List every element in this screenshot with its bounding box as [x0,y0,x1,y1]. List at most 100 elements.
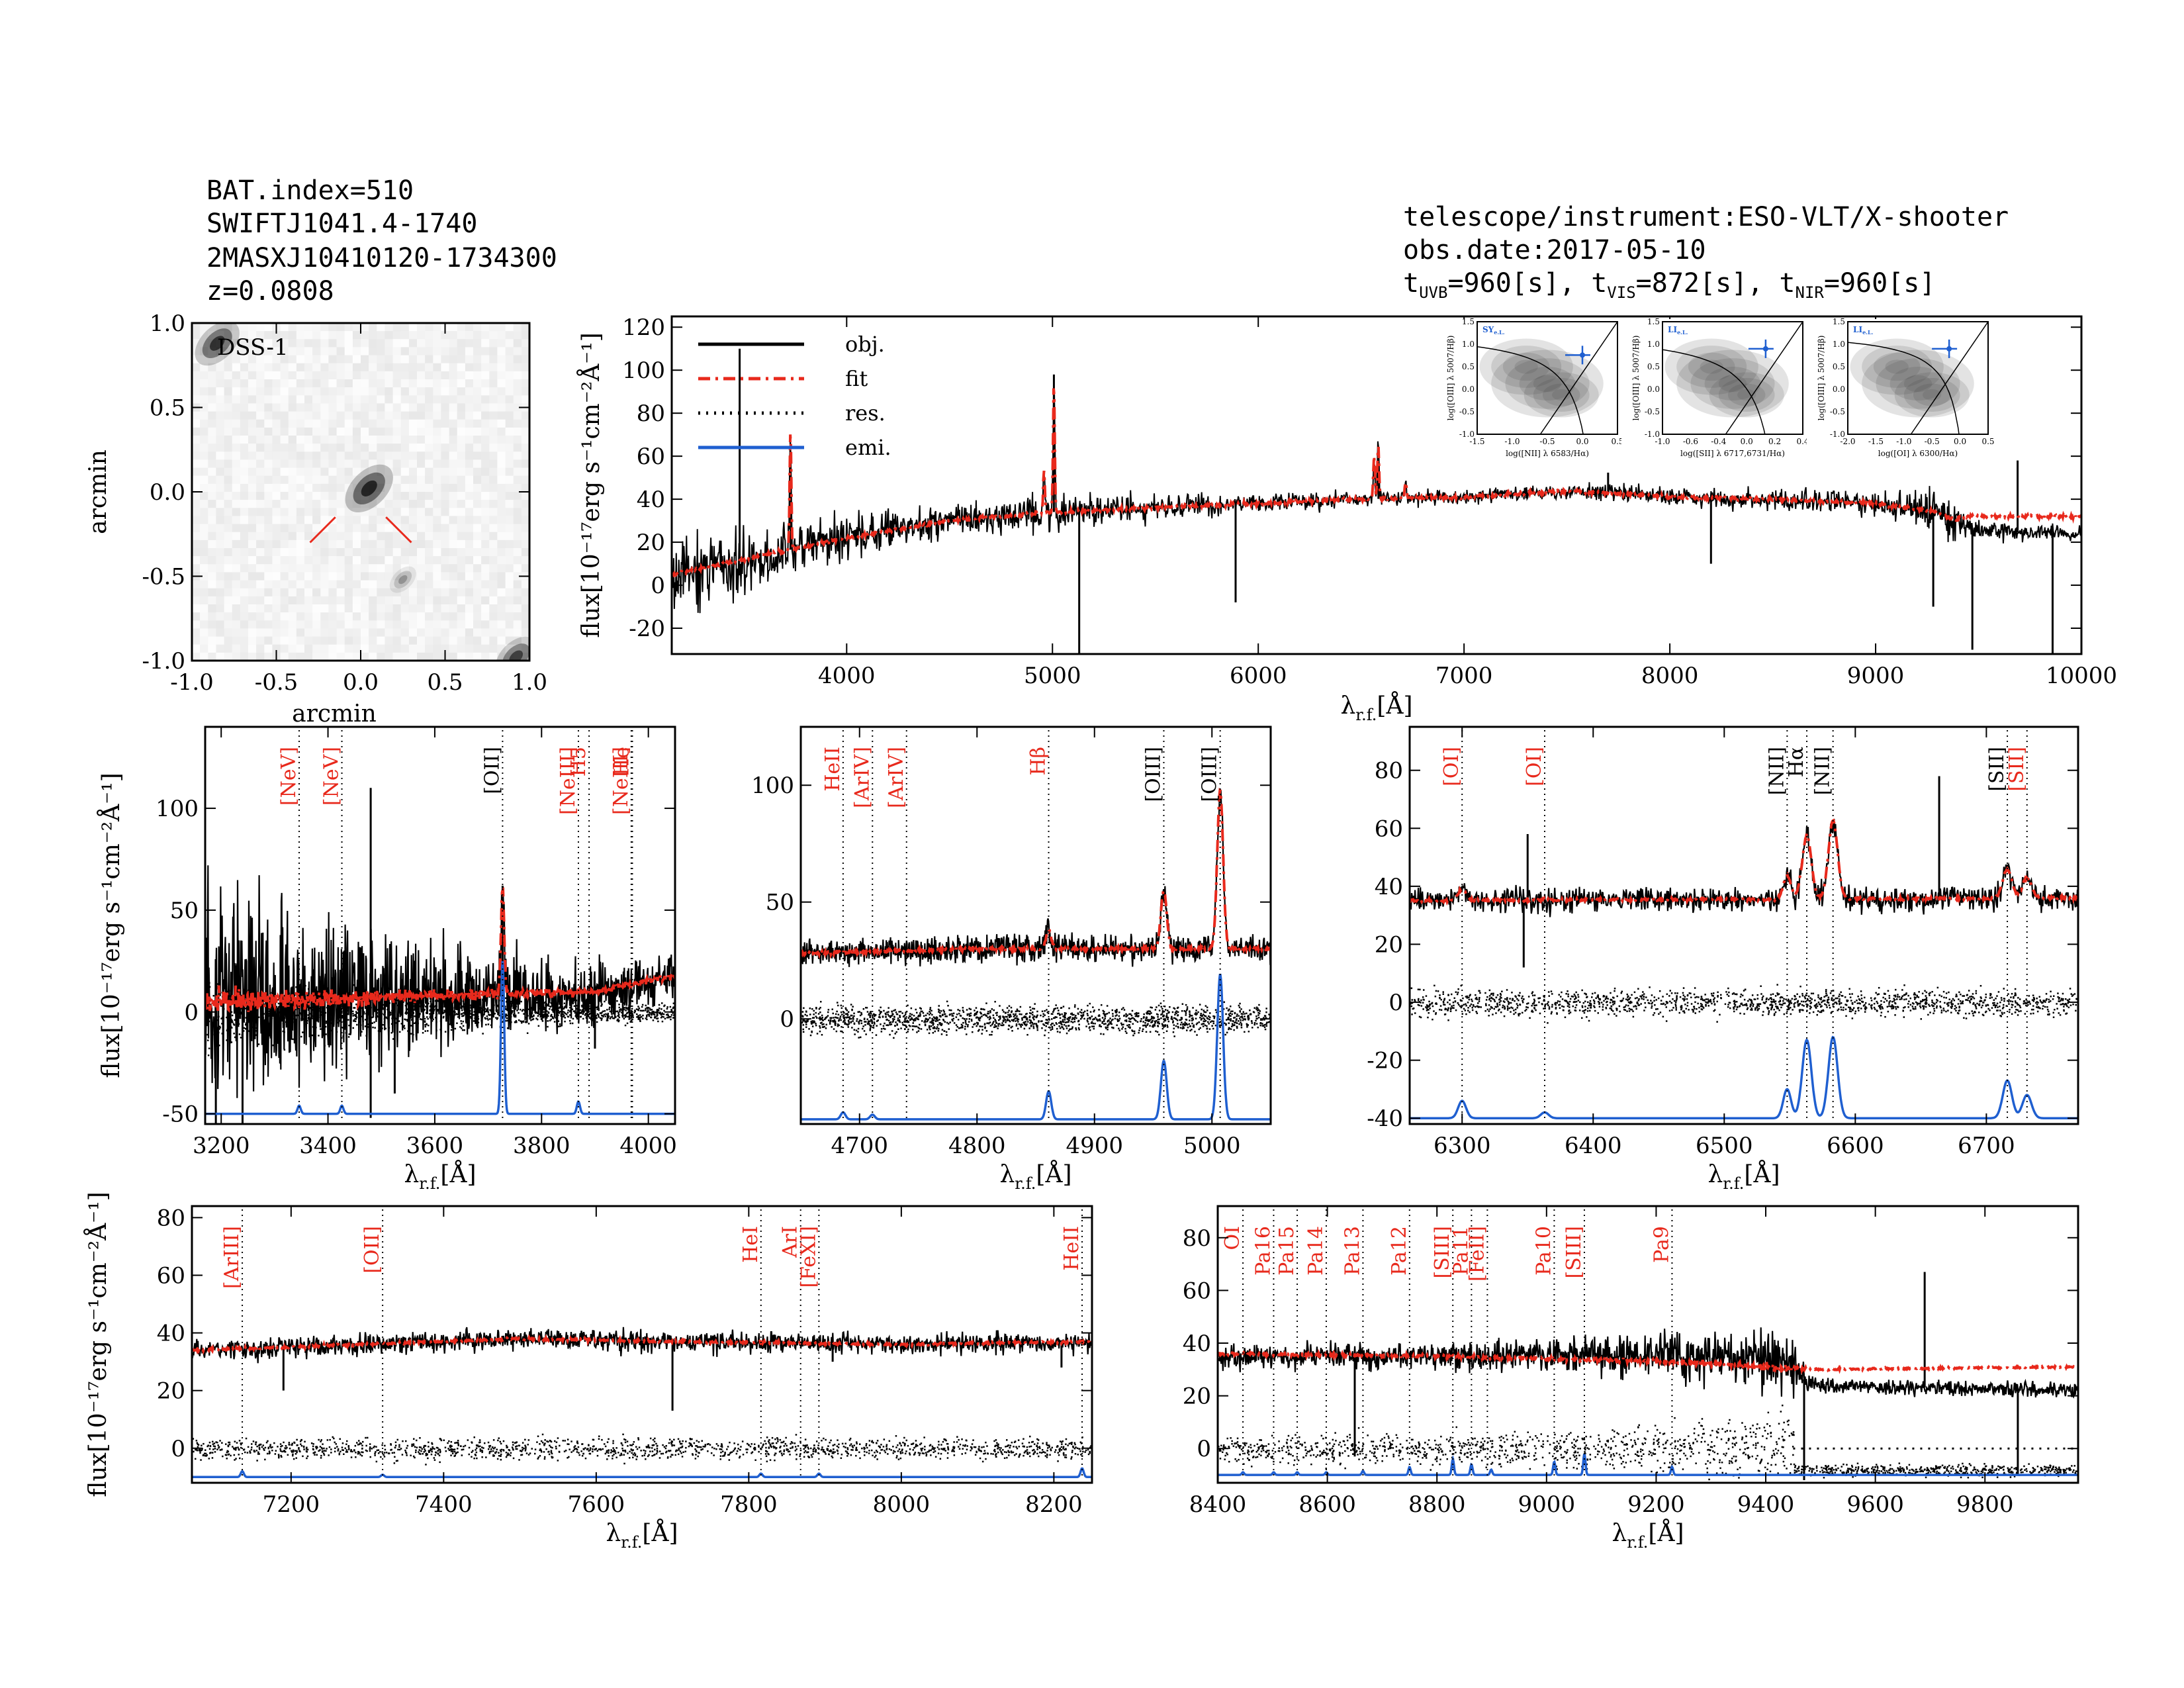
residual-point [1059,1017,1062,1019]
residual-point [1067,1025,1069,1027]
image-pixel [192,347,201,356]
residual-point [216,1044,218,1047]
residual-point [819,1027,821,1029]
residual-point [1160,1006,1162,1008]
image-pixel [280,588,289,597]
image-pixel [369,588,377,597]
image-pixel [240,395,249,404]
residual-point [840,1019,842,1021]
image-pixel [328,596,338,605]
image-pixel [240,532,249,541]
residual-point [1236,1027,1238,1029]
residual-point [631,1008,633,1010]
residual-point [451,1002,454,1004]
image-pixel [200,564,208,573]
residual-point [345,1005,347,1008]
residual-point [896,1023,898,1025]
residual-point [802,1020,804,1022]
image-pixel [272,395,281,404]
residual-point [1030,1024,1032,1027]
image-pixel [336,524,345,533]
image-pixel [489,379,498,388]
residual-point [623,1008,625,1011]
image-pixel [361,548,369,557]
residual-point [608,1015,610,1017]
residual-point [1015,1017,1017,1019]
residual-point [325,1033,327,1035]
inset-x-tick: 0.5 [1611,437,1623,446]
residual-point [1228,1015,1231,1017]
residual-point [311,1015,313,1017]
residual-point [657,1020,659,1023]
residual-point [466,1007,468,1009]
image-pixel [192,483,201,492]
residual-point [1040,1020,1042,1023]
image-pixel [473,516,482,525]
residual-point [381,1013,383,1015]
image-pixel [497,572,506,581]
residual-point [1109,1017,1111,1019]
image-pixel [425,636,433,645]
residual-point [975,1007,978,1009]
residual-point [1191,1015,1193,1017]
residual-point [461,1008,463,1009]
image-pixel [192,323,201,332]
residual-point [473,1020,475,1022]
image-pixel [216,492,225,500]
residual-point [406,1019,409,1021]
residual-point [285,982,287,984]
residual-point [1158,1009,1161,1011]
residual-point [1148,1012,1150,1015]
residual-point [518,1019,520,1021]
image-pixel [200,363,208,372]
residual-point [860,1022,863,1025]
image-pixel [264,436,273,444]
image-pixel [497,411,506,420]
image-pixel [328,323,338,332]
inset-y-tick: 1.5 [1833,317,1845,326]
image-pixel [433,604,441,613]
image-pixel [392,539,402,549]
residual-point [619,1010,621,1013]
residual-point [1036,1014,1038,1016]
residual-point [1068,1019,1069,1021]
image-pixel [392,387,402,396]
image-pixel [433,564,441,573]
residual-point [546,1010,548,1012]
residual-point [962,1025,964,1027]
image-pixel [216,596,225,605]
residual-point [1030,1019,1032,1022]
image-pixel [224,628,233,637]
residual-point [1071,1021,1074,1023]
residual-point [1172,1021,1174,1023]
image-pixel [377,556,385,565]
residual-point [343,1009,345,1011]
image-pixel [465,652,474,661]
residual-point [318,1009,320,1012]
residual-point [1192,1019,1194,1021]
residual-point [1053,1009,1055,1011]
residual-point [245,992,248,994]
image-pixel [465,395,474,404]
image-pixel [280,363,289,372]
image-pixel [320,516,329,525]
residual-point [942,1009,944,1011]
x-tick-label: 6000 [1230,663,1287,689]
residual-point [246,1009,248,1012]
image-pixel [408,516,418,525]
image-pixel [521,492,529,500]
residual-point [208,1014,211,1016]
x-tick-label: 4000 [619,1133,677,1159]
image-pixel [216,564,225,573]
residual-point [370,1017,372,1020]
residual-point [880,1011,882,1013]
residual-point [306,1019,308,1022]
image-pixel [296,612,305,621]
residual-point [608,1006,611,1009]
residual-point [819,1016,821,1018]
image-pixel [224,403,233,412]
residual-point [316,990,318,992]
residual-point [1014,1014,1016,1017]
residual-point [466,1009,468,1012]
image-pixel [224,411,233,420]
